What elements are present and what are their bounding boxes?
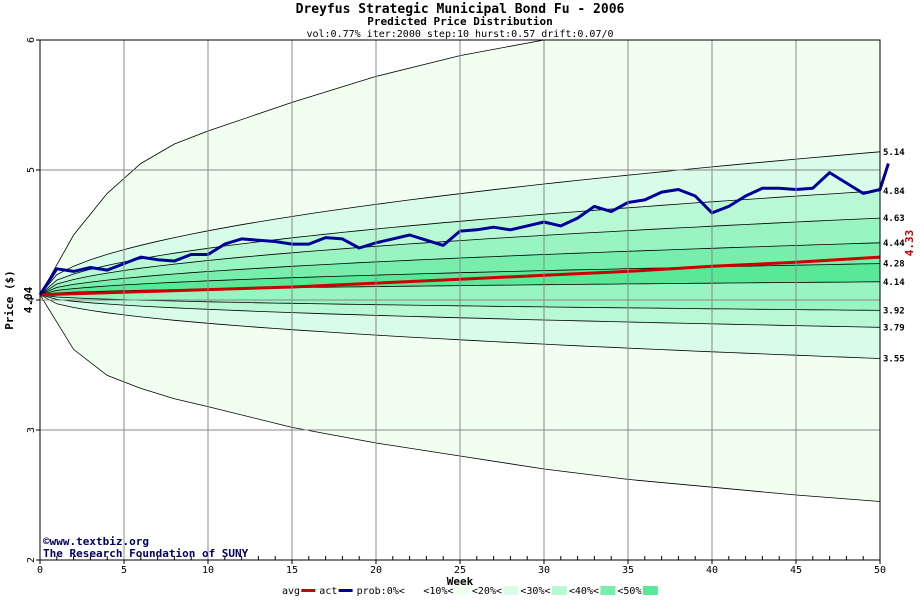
- percentile-end-label: 3.55: [883, 355, 905, 365]
- percentile-end-label: 4.28: [883, 260, 905, 270]
- percentile-end-label: 3.92: [883, 306, 905, 316]
- percentile-end-label: 3.79: [883, 323, 905, 333]
- legend-swatch: [642, 586, 658, 595]
- x-tick-label: 10: [202, 565, 214, 576]
- chart-title: Dreyfus Strategic Municipal Bond Fu - 20…: [296, 2, 625, 17]
- y-tick-label: 2: [26, 557, 37, 563]
- legend-label: <10%<: [423, 586, 453, 597]
- final-actual-price-label: 4.33: [903, 230, 916, 257]
- legend-swatch: [406, 586, 422, 595]
- legend-label: <20%<: [472, 586, 502, 597]
- credit-line-1: ©www.textbiz.org: [43, 535, 149, 548]
- x-tick-label: 5: [121, 565, 127, 576]
- legend-label: act: [319, 586, 337, 597]
- percentile-end-label: 4.63: [883, 214, 905, 224]
- y-tick-label: 4: [26, 297, 37, 303]
- series-act-line: [38, 163, 890, 296]
- y-axis-label: Price ($): [3, 270, 16, 330]
- y-tick-label: 3: [26, 427, 37, 433]
- x-axis-label: Week: [447, 575, 474, 588]
- legend-swatch: [454, 586, 470, 595]
- x-tick-label: 25: [454, 565, 466, 576]
- x-tick-label: 45: [790, 565, 802, 576]
- start-price-label: 4.04: [22, 286, 35, 313]
- x-tick-label: 15: [286, 565, 298, 576]
- x-tick-label: 0: [37, 565, 43, 576]
- legend-label: <30%<: [520, 586, 550, 597]
- legend-label: <40%<: [569, 586, 599, 597]
- percentile-end-label: 5.14: [883, 148, 905, 158]
- x-tick-label: 50: [874, 565, 886, 576]
- x-tick-label: 40: [706, 565, 718, 576]
- legend-avg-line: [301, 589, 316, 592]
- legend-label: avg: [282, 586, 300, 597]
- legend-label: prob:0%<: [357, 586, 405, 597]
- legend: avg act prob:0%< <10%< <20%< <30%< <40%< <50%: [282, 586, 658, 597]
- legend-swatch: [551, 586, 567, 595]
- y-tick-label: 5: [26, 167, 37, 173]
- x-tick-label: 35: [622, 565, 634, 576]
- percentile-end-label: 4.44: [883, 239, 905, 249]
- legend-act-line: [338, 589, 353, 592]
- legend-swatch: [503, 586, 519, 595]
- chart-params: vol:0.77% iter:2000 step:10 hurst:0.57 d…: [306, 29, 613, 40]
- percentile-end-label: 4.14: [883, 278, 905, 288]
- x-tick-label: 20: [370, 565, 382, 576]
- outer-lower-line: [39, 294, 881, 502]
- chart-subtitle: Predicted Price Distribution: [367, 15, 552, 28]
- x-tick-label: 30: [538, 565, 550, 576]
- credit-line-2: The Research Foundation of SUNY: [43, 547, 249, 560]
- percentile-end-label: 4.84: [883, 187, 905, 197]
- y-tick-label: 6: [26, 37, 37, 43]
- legend-label: <50%: [617, 586, 641, 597]
- legend-swatch: [600, 586, 616, 595]
